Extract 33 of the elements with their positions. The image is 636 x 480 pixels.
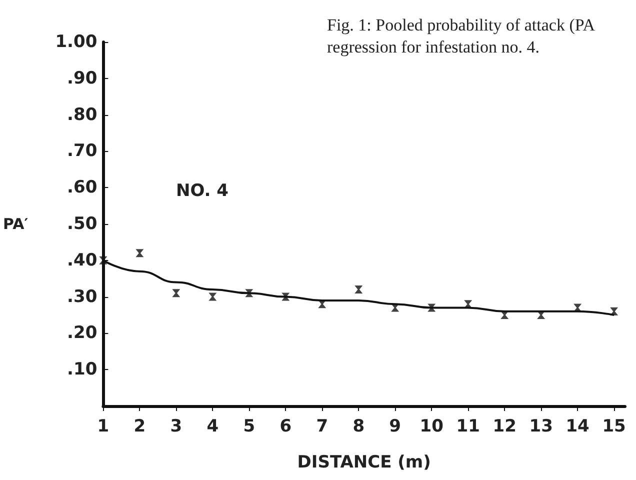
x-tick-label: 2 — [134, 416, 146, 436]
y-tick-label: .20 — [67, 323, 98, 344]
x-tick-label: 3 — [170, 416, 182, 436]
x-tick-label: 7 — [316, 416, 328, 436]
x-tick-label: 14 — [566, 416, 590, 436]
y-axis-title: PA′ — [2, 215, 28, 233]
point — [208, 292, 217, 301]
x-tick-label: 1 — [97, 416, 110, 436]
y-tick-label: .80 — [67, 104, 98, 125]
point — [136, 249, 144, 258]
y-tick-label: .10 — [67, 360, 98, 380]
y-tick-label: .70 — [67, 141, 98, 162]
y-tick-label: .50 — [67, 214, 98, 234]
x-tick-label: 6 — [280, 416, 292, 436]
x-tick-label: 12 — [492, 416, 516, 436]
x-tick-label: 11 — [456, 416, 480, 436]
x-tick-label: 8 — [352, 416, 365, 436]
y-tick-label: 1.00 — [55, 32, 98, 52]
point — [354, 286, 363, 294]
annotation: NO. 4 — [176, 181, 229, 201]
x-tick-label: 4 — [206, 416, 219, 436]
y-tick-label: .40 — [67, 250, 98, 270]
annotation: Fig. 1: Pooled probability of attack (PA regression for infestation no. 4. — [327, 16, 596, 56]
x-tick-label: 9 — [389, 416, 402, 436]
y-tick-label: .60 — [67, 178, 98, 198]
x-tick-label: 5 — [243, 416, 256, 436]
x-tick-label: 10 — [420, 416, 444, 436]
y-tick-label: .30 — [67, 286, 98, 307]
point — [172, 289, 180, 298]
y-tick-label: .90 — [67, 68, 98, 88]
x-axis-title: DISTANCE (m) — [297, 452, 431, 472]
x-tick-label: 13 — [529, 416, 553, 436]
x-tick-label: 15 — [602, 416, 626, 436]
